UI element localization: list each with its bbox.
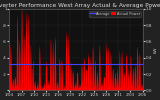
Legend: Average, Actual Power: Average, Actual Power [89,11,141,17]
Title: Solar PV/Inverter Performance West Array Actual & Average Power Output: Solar PV/Inverter Performance West Array… [0,3,160,8]
Y-axis label: kW: kW [153,46,157,53]
